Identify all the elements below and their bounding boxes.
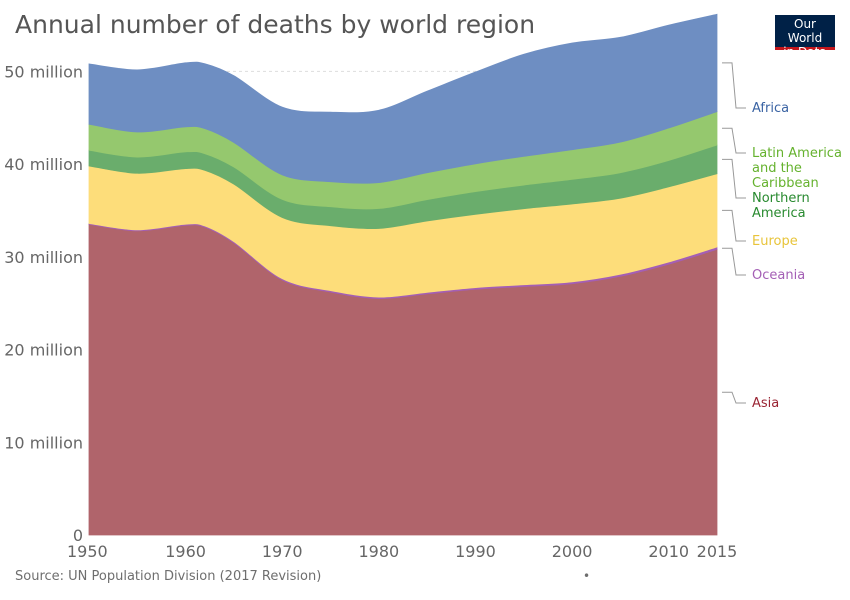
- x-tick-label-2: 1970: [262, 542, 303, 561]
- x-axis-ticks: 1950 1960 1970 1980 1990 2000 2010 2015: [67, 542, 737, 561]
- y-tick-label-3: 30 million: [4, 248, 83, 267]
- label-connector-europe: [722, 209, 746, 242]
- series-label-oceania[interactable]: Oceania: [752, 268, 805, 283]
- y-axis-ticks: 0 10 million 20 million 30 million 40 millio…: [4, 62, 83, 545]
- series-label-latin-america-and-the-caribbean[interactable]: Latin America and the Caribbean: [752, 146, 842, 191]
- label-connector-oceania: [722, 247, 746, 276]
- y-tick-label-4: 40 million: [4, 155, 83, 174]
- x-tick-label-6: 2010: [648, 542, 689, 561]
- area-series-group: [88, 13, 718, 536]
- series-label-asia[interactable]: Asia: [752, 396, 779, 411]
- area-africa[interactable]: [88, 13, 718, 184]
- x-tick-label-1: 1960: [165, 542, 206, 561]
- footer-dot: •: [583, 569, 591, 583]
- y-tick-label-0: 0: [73, 526, 83, 545]
- x-tick-label-7: 2015: [697, 542, 738, 561]
- label-connector-asia: [722, 391, 746, 404]
- logo-line-2: in Data: [783, 45, 827, 59]
- x-tick-label-3: 1980: [358, 542, 399, 561]
- source-note: Source: UN Population Division (2017 Rev…: [15, 569, 322, 584]
- series-label-europe[interactable]: Europe: [752, 234, 798, 249]
- series-label-northern-america[interactable]: Northern America: [752, 191, 810, 221]
- x-tick-label-5: 2000: [552, 542, 593, 561]
- series-label-africa[interactable]: Africa: [752, 101, 789, 116]
- x-tick-label-0: 1950: [67, 542, 108, 561]
- y-tick-label-1: 10 million: [4, 433, 83, 452]
- y-tick-label-5: 50 million: [4, 62, 83, 81]
- x-tick-label-4: 1990: [455, 542, 496, 561]
- label-connector-latin-america-and-the-caribbean: [722, 127, 746, 154]
- y-tick-label-2: 20 million: [4, 341, 83, 360]
- label-connector-northern-america: [722, 158, 746, 199]
- label-connector-africa: [722, 62, 746, 109]
- owid-logo[interactable]: Our World in Data: [775, 15, 835, 59]
- chart-title: Annual number of deaths by world region: [15, 10, 536, 39]
- logo-line-1: Our World: [787, 17, 823, 45]
